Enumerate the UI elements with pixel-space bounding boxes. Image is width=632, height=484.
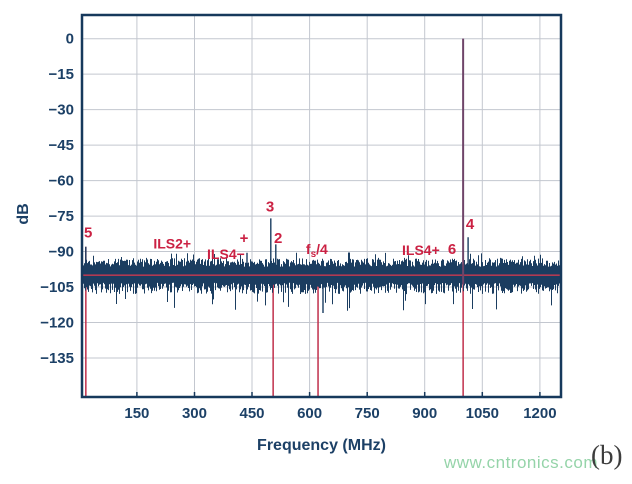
peak-annotation: 6 (448, 241, 456, 258)
peak-annotation: 5 (84, 225, 92, 242)
y-tick-label: −135 (40, 350, 74, 367)
x-tick-label: 900 (412, 405, 437, 422)
x-tick-label: 1200 (523, 405, 556, 422)
y-tick-label: 0 (66, 31, 74, 48)
noise-floor-trace (82, 252, 561, 311)
y-tick-label: −60 (49, 173, 74, 190)
peak-annotation: 2 (274, 230, 282, 247)
watermark-text: www.cntronics.com (444, 453, 598, 472)
y-tick-label: −45 (49, 137, 74, 154)
x-axis-title: Frequency (MHz) (257, 437, 386, 454)
peak-annotation: fs/4 (306, 241, 328, 260)
x-tick-label: 300 (182, 405, 207, 422)
x-tick-label: 1050 (466, 405, 499, 422)
x-tick-label: 450 (240, 405, 265, 422)
x-tick-marks (136, 392, 541, 397)
y-tick-label: −15 (49, 66, 74, 83)
y-axis-title: dB (15, 203, 32, 225)
spur-spikes (85, 218, 469, 313)
peak-annotation: ILS2+ (153, 235, 191, 251)
y-tick-label: −90 (49, 244, 74, 261)
panel-label: (b) (591, 440, 623, 470)
peak-annotation: + (240, 230, 249, 247)
gridlines (82, 15, 561, 397)
peak-annotation: 4 (466, 216, 475, 233)
y-tick-label: −75 (49, 208, 74, 225)
plot-border (80, 13, 563, 399)
y-tick-label: −120 (40, 314, 74, 331)
y-tick-label: −30 (49, 102, 74, 119)
peak-annotation: ILS4− (207, 246, 245, 262)
peak-annotation: 3 (266, 199, 274, 216)
peak-annotation: ILS4+ (402, 242, 440, 258)
x-tick-label: 600 (297, 405, 322, 422)
x-tick-label: 150 (124, 405, 149, 422)
x-tick-label: 750 (355, 405, 380, 422)
y-tick-label: −105 (40, 279, 74, 296)
